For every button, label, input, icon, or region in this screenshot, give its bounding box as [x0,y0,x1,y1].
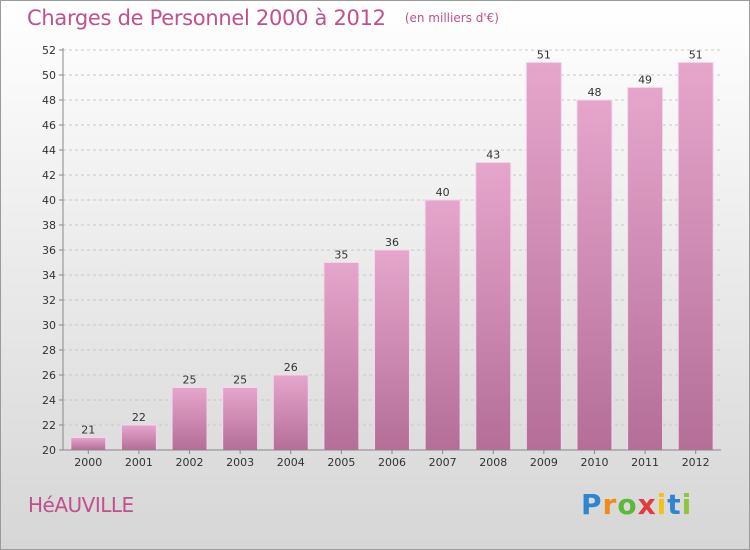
value-label: 26 [284,361,298,374]
y-tick-label: 34 [42,269,56,282]
value-label: 40 [436,186,450,199]
x-tick-label: 2007 [429,456,457,469]
x-tick-label: 2008 [479,456,507,469]
bar-2006 [374,249,410,451]
value-label: 35 [334,249,348,262]
value-label: 51 [689,49,703,62]
x-tick-label: 2012 [682,456,710,469]
x-tick-label: 2004 [277,456,305,469]
x-tick-label: 2000 [74,456,102,469]
bar-2009 [525,62,562,451]
logo-letter: t [667,488,682,521]
commune-name: HéAUVILLE [28,493,134,517]
bar-2004 [272,374,309,451]
x-tick-label: 2006 [378,456,406,469]
y-tick-label: 28 [42,344,56,357]
logo-letter: x [637,488,657,521]
logo-letter: P [581,488,603,521]
bar-2010 [576,99,613,451]
y-tick-label: 22 [42,419,56,432]
bar-2003 [222,387,259,451]
y-tick-label: 52 [42,44,56,57]
bar-2008 [475,162,512,451]
bar-2000 [70,437,107,451]
x-tick-label: 2009 [530,456,558,469]
bar-2011 [627,87,664,451]
y-tick-label: 32 [42,294,56,307]
logo-letter: o [617,488,638,521]
value-label: 51 [537,49,551,62]
x-tick-label: 2011 [631,456,659,469]
title-row: Charges de Personnel 2000 à 2012 (en mil… [27,6,499,30]
proxiti-logo: Proxiti [581,488,692,521]
y-tick-label: 48 [42,94,56,107]
y-tick-label: 26 [42,369,56,382]
y-tick-label: 36 [42,244,56,257]
x-tick-label: 2010 [580,456,608,469]
value-label: 49 [638,74,652,87]
value-label: 43 [486,149,500,162]
chart-subtitle: (en milliers d'€) [404,11,499,25]
x-tick-label: 2001 [125,456,153,469]
y-tick-label: 44 [42,144,56,157]
y-tick-label: 42 [42,169,56,182]
x-tick-label: 2005 [327,456,355,469]
value-label: 48 [587,86,601,99]
y-tick-label: 38 [42,219,56,232]
y-tick-label: 40 [42,194,56,207]
chart-title: Charges de Personnel 2000 à 2012 [27,6,386,30]
value-label: 25 [233,374,247,387]
bar-2001 [120,424,157,451]
value-label: 25 [183,374,197,387]
y-tick-label: 24 [42,394,56,407]
logo-letter: i [681,488,693,521]
x-tick-label: 2002 [176,456,204,469]
y-tick-label: 30 [42,319,56,332]
logo-letter: i [656,488,668,521]
value-label: 36 [385,236,399,249]
bar-2012 [677,62,714,451]
x-tick-label: 2003 [226,456,254,469]
y-tick-label: 20 [42,444,56,457]
logo-letter: r [602,488,618,521]
bar-2007 [424,199,461,451]
bar-2005 [323,262,360,451]
y-tick-label: 50 [42,69,56,82]
bar-2002 [171,387,208,451]
value-label: 22 [132,411,146,424]
y-tick-label: 46 [42,119,56,132]
value-label: 21 [81,424,95,437]
